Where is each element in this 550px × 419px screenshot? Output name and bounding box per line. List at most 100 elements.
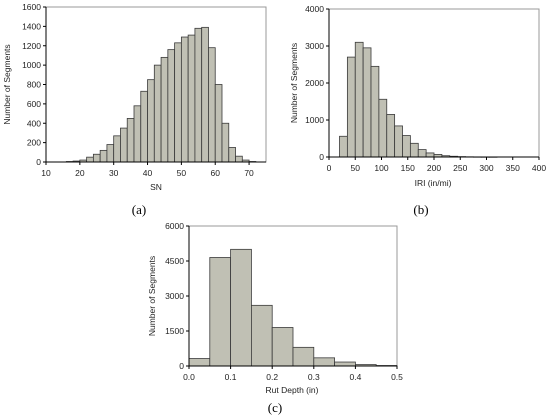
y-ticks-c: 0 1500 3000 4500 6000: [165, 221, 189, 371]
bar-a-7: [113, 135, 121, 163]
bars-b: [339, 41, 498, 158]
x-tick-label-c-5: 0.5: [391, 372, 403, 382]
bar-c-7: [334, 361, 356, 367]
bar-a-5: [99, 149, 108, 163]
bar-b-9: [409, 142, 419, 158]
bar-c-1: [209, 257, 232, 367]
bar-a-17: [180, 36, 189, 163]
y-ticks-b: 0 1000 2000 3000 4000: [305, 4, 329, 162]
y-axis-label-b: Number of Segments: [289, 43, 299, 123]
x-tick-label-a-3: 40: [143, 168, 153, 178]
bar-a-15: [167, 49, 176, 163]
x-tick-label-b-2: 100: [374, 163, 388, 173]
x-tick-label-b-8: 400: [532, 163, 546, 173]
y-tick-label-c-4: 6000: [165, 221, 184, 231]
chart-iri-histogram: 0 1000 2000 3000 4000 0 50 100 150 200 250 300 350 4…: [289, 4, 546, 217]
bar-b-4: [370, 65, 380, 158]
x-tick-label-a-6: 70: [244, 168, 254, 178]
x-tick-label-c-0: 0.0: [183, 372, 195, 382]
bar-a-3: [86, 156, 94, 163]
bar-a-10: [133, 105, 142, 163]
x-axis-label-c: Rut Depth (in): [266, 385, 319, 395]
bar-a-13: [153, 64, 162, 163]
y-tick-label-a-5: 1000: [22, 60, 41, 70]
x-ticks-b: 0 50 100 150 200 250 300 350 400: [327, 157, 546, 173]
bar-c-6: [313, 357, 335, 367]
y-tick-label-a-7: 1400: [22, 21, 41, 31]
chart-sn-histogram: 0 200 400 600 800 1000 1200 1400 1600 10 20 30 40 50…: [2, 2, 267, 217]
bar-a-24: [228, 147, 236, 163]
x-ticks-c: 0.0 0.1 0.2 0.3 0.4 0.5: [183, 366, 403, 382]
y-tick-label-b-0: 0: [319, 152, 324, 162]
bar-c-3: [250, 304, 273, 367]
x-tick-label-b-3: 150: [401, 163, 415, 173]
bar-a-22: [214, 84, 223, 163]
caption-c: (c): [268, 400, 282, 415]
bar-b-8: [402, 135, 411, 158]
bar-a-4: [92, 153, 101, 163]
bar-b-6: [386, 114, 396, 158]
bar-c-5: [292, 346, 315, 367]
bar-a-20: [201, 26, 209, 163]
x-tick-label-a-0: 10: [41, 168, 51, 178]
x-tick-label-b-1: 50: [351, 163, 361, 173]
y-tick-label-a-2: 400: [27, 118, 41, 128]
y-tick-label-b-1: 1000: [305, 115, 324, 125]
x-ticks-a: 10 20 30 40 50 60 70: [41, 162, 254, 178]
y-tick-label-a-6: 1200: [22, 41, 41, 51]
caption-b: (b): [413, 202, 428, 217]
caption-a: (a): [132, 202, 146, 217]
bar-a-25: [235, 155, 243, 163]
bar-b-7: [394, 125, 403, 158]
y-axis-label-c: Number of Segments: [147, 256, 157, 336]
y-tick-label-c-0: 0: [179, 361, 184, 371]
bar-b-5: [378, 98, 388, 158]
bar-a-23: [221, 122, 230, 163]
bar-a-18: [187, 34, 196, 163]
bar-b-3: [362, 47, 372, 158]
x-tick-label-a-4: 50: [177, 168, 187, 178]
bar-b-10: [417, 149, 427, 158]
bar-b-1: [346, 56, 356, 158]
y-tick-label-b-2: 2000: [305, 78, 324, 88]
bars-a: [65, 26, 257, 163]
x-tick-label-a-5: 60: [210, 168, 220, 178]
bar-a-16: [174, 42, 182, 163]
y-tick-label-b-4: 4000: [305, 4, 324, 14]
x-tick-label-a-2: 30: [109, 168, 119, 178]
x-tick-label-b-4: 200: [427, 163, 441, 173]
y-tick-label-c-1: 1500: [165, 326, 184, 336]
y-tick-label-c-3: 4500: [165, 256, 184, 266]
y-tick-label-c-2: 3000: [165, 291, 184, 301]
bar-a-21: [208, 47, 216, 163]
x-tick-label-c-3: 0.3: [308, 372, 320, 382]
y-axis-label-a: Number of Segments: [2, 44, 12, 124]
x-tick-label-c-2: 0.2: [266, 372, 278, 382]
bar-a-14: [160, 56, 169, 163]
y-tick-label-a-3: 600: [27, 99, 41, 109]
y-tick-label-a-4: 800: [27, 80, 41, 90]
y-ticks-a: 0 200 400 600 800 1000 1200 1400 1600: [22, 2, 46, 167]
x-tick-label-b-0: 0: [327, 163, 332, 173]
bar-a-9: [126, 118, 135, 163]
bar-b-11: [425, 152, 435, 158]
bar-a-11: [140, 90, 148, 163]
bar-b-2: [354, 41, 364, 158]
x-tick-label-a-1: 20: [75, 168, 85, 178]
y-tick-label-a-0: 0: [36, 157, 41, 167]
y-tick-label-a-1: 200: [27, 138, 41, 148]
bar-b-0: [339, 135, 348, 158]
bar-a-8: [120, 127, 128, 163]
bar-a-6: [106, 144, 115, 163]
x-axis-label-a: SN: [150, 182, 162, 192]
bar-c-2: [230, 248, 252, 367]
bar-c-0: [188, 358, 211, 367]
x-tick-label-c-4: 0.4: [349, 372, 361, 382]
x-tick-label-c-1: 0.1: [225, 372, 237, 382]
x-tick-label-b-6: 300: [479, 163, 493, 173]
x-tick-label-b-7: 350: [506, 163, 520, 173]
y-tick-label-a-8: 1600: [22, 2, 41, 12]
y-tick-label-b-3: 3000: [305, 41, 324, 51]
bar-a-19: [194, 27, 203, 163]
